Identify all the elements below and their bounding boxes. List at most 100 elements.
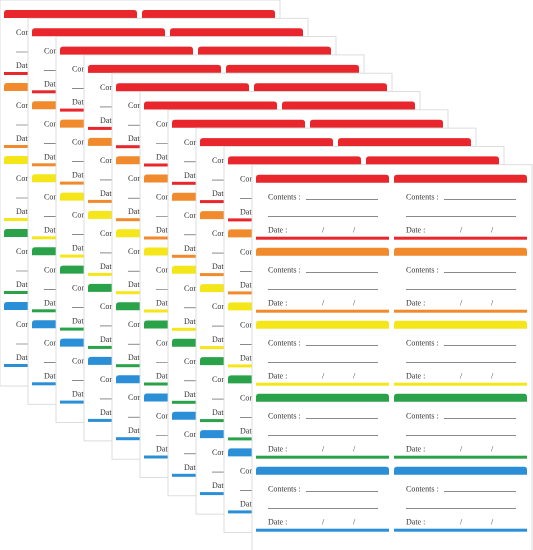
label: Contents : Date : / / bbox=[394, 320, 527, 386]
date-label: Date : bbox=[128, 207, 147, 216]
date-label: Date : bbox=[240, 426, 259, 435]
date-label: Date : bbox=[184, 171, 203, 180]
label-bottom-band bbox=[394, 236, 527, 240]
date-label: Date : bbox=[16, 353, 35, 362]
label-top-band bbox=[256, 247, 389, 256]
date-label: Date : bbox=[16, 207, 35, 216]
label: Contents : Date : / / bbox=[256, 247, 389, 313]
label-top-band bbox=[60, 46, 193, 55]
label-top-band bbox=[142, 10, 275, 18]
date-slash: / bbox=[491, 226, 494, 235]
date-label: Date : bbox=[72, 244, 91, 253]
label-bottom-band bbox=[256, 309, 389, 313]
date-slash: / bbox=[460, 226, 463, 235]
date-slash: / bbox=[353, 445, 356, 454]
date-label: Date : bbox=[212, 335, 231, 344]
date-slash: / bbox=[322, 445, 325, 454]
label-top-band bbox=[172, 119, 305, 128]
sheet-paper bbox=[251, 164, 533, 550]
date-label: Date : bbox=[268, 445, 287, 454]
date-slash: / bbox=[322, 226, 325, 235]
contents-label: Contents : bbox=[268, 485, 301, 494]
date-label: Date : bbox=[100, 335, 119, 344]
date-label: Date : bbox=[128, 353, 147, 362]
date-label: Date : bbox=[128, 280, 147, 289]
label: Contents : Date : / / bbox=[256, 320, 389, 386]
label-bottom-band bbox=[256, 528, 389, 532]
label-bottom-band bbox=[394, 309, 527, 313]
date-label: Date : bbox=[406, 445, 425, 454]
date-label: Date : bbox=[184, 390, 203, 399]
label-top-band bbox=[88, 64, 221, 73]
label-top-band bbox=[394, 320, 527, 329]
date-label: Date : bbox=[156, 445, 175, 454]
date-label: Date : bbox=[184, 244, 203, 253]
date-label: Date : bbox=[212, 262, 231, 271]
contents-label: Contents : bbox=[268, 266, 301, 275]
date-label: Date : bbox=[44, 371, 63, 380]
date-label: Date : bbox=[268, 518, 287, 527]
date-slash: / bbox=[353, 372, 356, 381]
label-top-band bbox=[256, 466, 389, 475]
label-top-band bbox=[198, 46, 331, 55]
date-label: Date : bbox=[100, 262, 119, 271]
date-label: Date : bbox=[72, 171, 91, 180]
contents-label: Contents : bbox=[406, 193, 439, 202]
label-top-band bbox=[394, 174, 527, 183]
label-top-band bbox=[338, 138, 471, 147]
label: Contents : Date : / / bbox=[394, 393, 527, 459]
contents-label: Contents : bbox=[406, 485, 439, 494]
date-slash: / bbox=[491, 445, 494, 454]
date-label: Date : bbox=[100, 408, 119, 417]
label: Contents : Date : / / bbox=[394, 247, 527, 313]
label: Contents : Date : / / bbox=[394, 466, 527, 532]
date-label: Date : bbox=[184, 463, 203, 472]
label-top-band bbox=[200, 138, 333, 147]
date-label: Date : bbox=[240, 280, 259, 289]
label-top-band bbox=[116, 83, 249, 92]
date-label: Date : bbox=[156, 226, 175, 235]
contents-label: Contents : bbox=[406, 412, 439, 421]
label-top-band bbox=[144, 101, 277, 110]
label-top-band bbox=[254, 83, 387, 92]
date-slash: / bbox=[460, 299, 463, 308]
label-bottom-band bbox=[394, 528, 527, 532]
contents-label: Contents : bbox=[268, 339, 301, 348]
date-label: Date : bbox=[240, 353, 259, 362]
date-slash: / bbox=[491, 372, 494, 381]
date-label: Date : bbox=[72, 390, 91, 399]
date-label: Date : bbox=[128, 426, 147, 435]
contents-label: Contents : bbox=[268, 193, 301, 202]
label: Contents : Date : / / bbox=[394, 174, 527, 240]
date-label: Date : bbox=[156, 299, 175, 308]
date-slash: / bbox=[322, 372, 325, 381]
date-label: Date : bbox=[100, 116, 119, 125]
date-label: Date : bbox=[44, 225, 63, 234]
label-top-band bbox=[394, 466, 527, 475]
label-bottom-band bbox=[256, 236, 389, 240]
date-label: Date : bbox=[128, 134, 147, 143]
date-label: Date : bbox=[212, 481, 231, 490]
label-top-band bbox=[256, 393, 389, 402]
date-label: Date : bbox=[406, 226, 425, 235]
date-slash: / bbox=[460, 372, 463, 381]
contents-label: Contents : bbox=[406, 339, 439, 348]
date-slash: / bbox=[460, 518, 463, 527]
date-label: Date : bbox=[406, 299, 425, 308]
contents-label: Contents : bbox=[268, 412, 301, 421]
date-label: Date : bbox=[72, 98, 91, 107]
date-label: Date : bbox=[184, 317, 203, 326]
contents-label: Contents : bbox=[406, 266, 439, 275]
date-slash: / bbox=[491, 518, 494, 527]
date-slash: / bbox=[460, 445, 463, 454]
label-top-band bbox=[32, 28, 165, 37]
date-label: Date : bbox=[72, 317, 91, 326]
label-top-band bbox=[366, 156, 499, 165]
date-slash: / bbox=[322, 518, 325, 527]
date-slash: / bbox=[353, 518, 356, 527]
date-slash: / bbox=[491, 299, 494, 308]
label-top-band bbox=[256, 174, 389, 183]
date-slash: / bbox=[322, 299, 325, 308]
label-top-band bbox=[4, 10, 137, 18]
